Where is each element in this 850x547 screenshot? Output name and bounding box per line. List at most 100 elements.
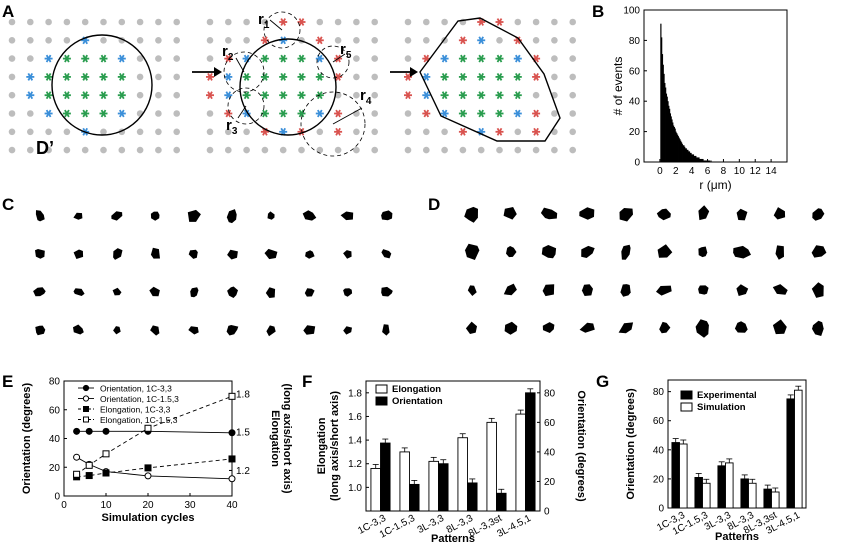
y2-tick-label: 1.8 <box>236 389 250 400</box>
hist-bar <box>662 64 664 162</box>
blue-star-marker <box>422 72 431 81</box>
green-star-marker <box>62 91 71 100</box>
grid-dot <box>63 18 71 26</box>
legend-marker <box>83 416 89 423</box>
cell-shape <box>734 321 748 333</box>
grid-dot <box>551 18 558 26</box>
grid-dot <box>441 128 448 136</box>
cell-shape <box>35 210 45 222</box>
y-tick-label: 1.4 <box>348 436 362 447</box>
grid-dot <box>155 55 162 62</box>
grid-dot <box>155 91 162 99</box>
cell-shape <box>190 287 199 298</box>
grid-dot <box>206 110 214 117</box>
y-tick-label: 20 <box>49 463 61 474</box>
y-tick-label: 80 <box>49 377 61 388</box>
data-point <box>228 455 236 463</box>
cell-shape <box>35 325 46 336</box>
data-point <box>144 472 152 480</box>
data-point <box>144 424 152 432</box>
grid-dot <box>206 55 214 62</box>
hist-bar <box>698 157 700 162</box>
grid-dot <box>243 146 250 154</box>
radius-line-r2 <box>235 57 245 73</box>
green-star-marker <box>458 91 467 100</box>
cell-shape <box>35 249 45 259</box>
grid-dot <box>514 18 522 26</box>
grid-dot <box>206 128 214 136</box>
grid-dot <box>423 128 430 136</box>
hist-bar <box>670 116 672 162</box>
cell-shape <box>113 326 121 335</box>
grid-dot <box>551 146 558 154</box>
cell-shape <box>503 283 517 296</box>
cell-shape <box>733 245 751 259</box>
bar <box>496 492 507 512</box>
legend-label: Orientation <box>392 396 443 407</box>
cell-shape <box>504 321 518 335</box>
cell-shape <box>773 207 786 220</box>
r5-label: r5 <box>340 41 352 61</box>
green-star-marker <box>297 109 306 118</box>
cell-shape <box>149 286 160 297</box>
hist-bar <box>671 119 673 162</box>
y-axis-label: Elongation <box>316 417 328 474</box>
blue-star-marker <box>279 36 288 45</box>
cell-shape <box>343 250 352 259</box>
grid-dot <box>45 37 52 44</box>
y2-axis-label: Orientation (degrees) <box>575 390 587 502</box>
data-point <box>228 475 236 483</box>
bar <box>457 437 468 512</box>
y2-axis-label-2: (long axis/short axis) <box>281 383 293 493</box>
grid-dot <box>27 128 34 136</box>
cell-shape <box>73 288 85 296</box>
blue-star-marker <box>44 54 53 63</box>
cell-shape <box>305 250 315 259</box>
data-point <box>102 427 110 435</box>
grid-dot <box>532 91 540 99</box>
data-point <box>85 472 93 480</box>
red-star-marker <box>224 109 233 118</box>
red-star-marker <box>404 72 412 81</box>
grid-dot <box>371 55 379 62</box>
grid-dot <box>206 37 214 44</box>
bar <box>671 442 680 509</box>
cell-shape <box>698 246 708 258</box>
cell-shape <box>111 211 123 221</box>
y-axis-label: # of events <box>611 57 625 116</box>
green-star-marker <box>513 91 522 100</box>
legend-marker <box>82 395 90 402</box>
grid-dot <box>45 128 52 136</box>
cell-shape <box>811 245 827 258</box>
red-star-marker <box>495 127 504 136</box>
hist-bar <box>700 158 702 162</box>
grid-dot <box>27 146 34 154</box>
grid-dot <box>8 18 16 26</box>
grid-dot <box>173 146 180 154</box>
grid-dot <box>8 37 16 44</box>
blue-star-marker <box>477 36 486 45</box>
hist-bar <box>682 145 684 162</box>
grid-dot <box>27 37 34 44</box>
grid-dot <box>136 91 144 99</box>
red-star-marker <box>334 109 343 118</box>
bar <box>717 465 726 509</box>
grid-dot <box>569 146 576 154</box>
y2-tick-label: 1.5 <box>236 428 250 439</box>
green-star-marker <box>279 72 288 81</box>
cell-shape <box>467 285 477 296</box>
grid-dot <box>173 18 180 26</box>
x-axis-label: Patterns <box>715 531 759 543</box>
green-star-marker <box>440 72 449 81</box>
grid-dot <box>8 55 16 62</box>
hist-bar <box>673 127 675 162</box>
grid-dot <box>225 128 232 136</box>
hist-bar <box>676 133 678 162</box>
x-axis-label: Patterns <box>431 533 475 545</box>
green-star-marker <box>315 72 324 81</box>
green-star-marker <box>458 109 467 118</box>
hist-bar <box>684 146 686 162</box>
cell-shape <box>541 245 557 259</box>
panel-d-cell-shapes <box>464 205 827 338</box>
blue-star-marker <box>242 109 251 118</box>
